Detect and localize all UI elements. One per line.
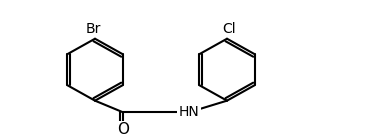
Text: Cl: Cl (222, 22, 236, 36)
Text: Br: Br (85, 22, 101, 36)
Text: O: O (117, 122, 129, 137)
Text: HN: HN (179, 105, 199, 119)
